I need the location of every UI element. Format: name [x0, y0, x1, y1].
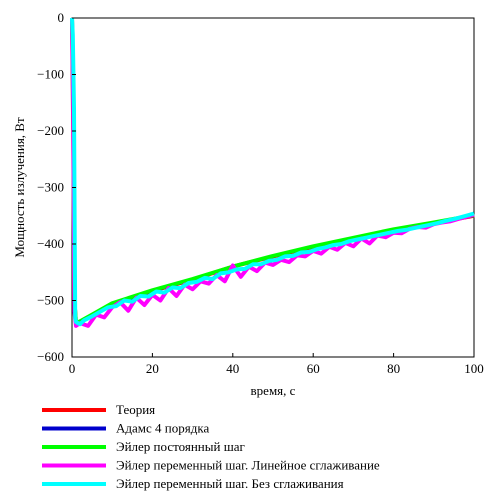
series-line-1	[70, 17, 475, 326]
legend-label-3: Эйлер постоянный шаг	[116, 439, 245, 454]
series-layer	[70, 17, 475, 328]
y-tick-label: −500	[37, 293, 64, 308]
y-tick-label: −200	[37, 123, 64, 138]
y-tick-label: 0	[58, 10, 65, 25]
legend-label-4: Эйлер переменный шаг. Линейное сглаживан…	[116, 458, 380, 473]
legend-label-1: Теория	[116, 402, 155, 417]
x-tick-label: 80	[387, 361, 400, 376]
y-tick-label: −600	[37, 349, 64, 364]
series-line-2	[70, 17, 475, 325]
x-tick-label: 60	[307, 361, 320, 376]
legend-label-2: Адамс 4 порядка	[116, 421, 209, 436]
x-tick-label: 0	[69, 361, 76, 376]
series-line-3	[70, 17, 475, 326]
x-axis-title: время, с	[251, 383, 296, 398]
x-tick-label: 100	[464, 361, 484, 376]
y-tick-label: −400	[37, 236, 64, 251]
legend: Теория Адамс 4 порядка Эйлер постоянный ша…	[42, 402, 380, 491]
x-tick-label: 40	[226, 361, 239, 376]
y-tick-label: −300	[37, 180, 64, 195]
ticks-layer: 0 20 40 60 80 100 0 −100 −200 −300 −400 −500 −600	[37, 10, 484, 376]
legend-label-5: Эйлер переменный шаг. Без сглаживания	[116, 476, 344, 491]
series-line-4	[70, 17, 475, 328]
y-tick-label: −100	[37, 67, 64, 82]
x-tick-label: 20	[146, 361, 159, 376]
y-axis-title: Мощность излучения, Вт	[12, 117, 27, 258]
series-line-5	[70, 17, 475, 327]
